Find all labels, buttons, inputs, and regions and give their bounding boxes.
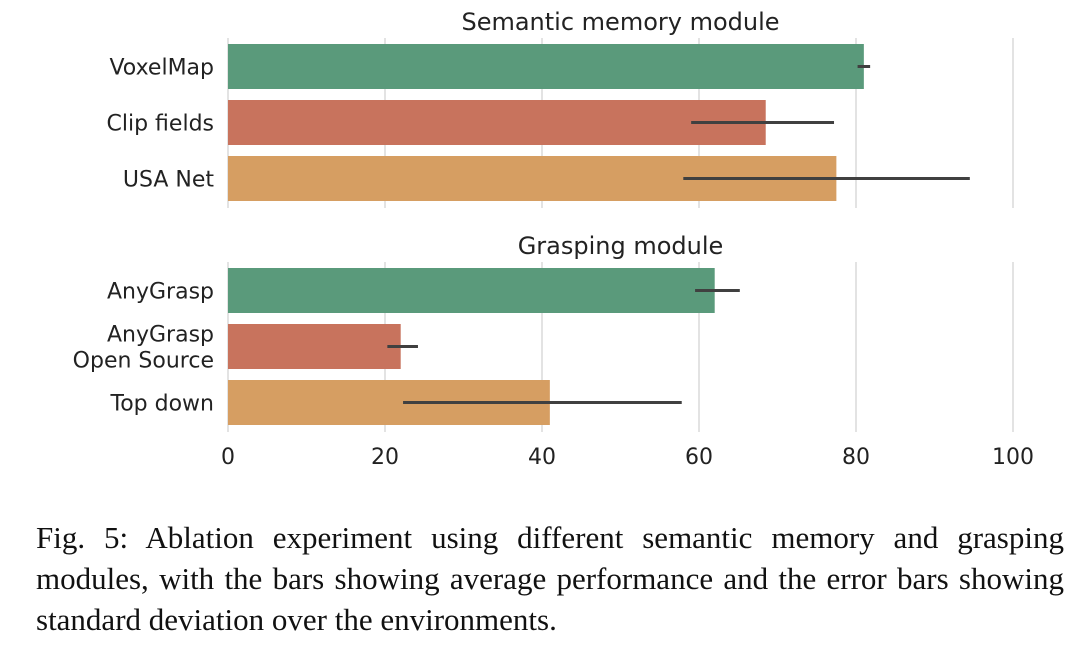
figure-caption: Fig. 5: Ablation experiment using differ… xyxy=(36,520,1064,637)
category-label: AnyGrasp xyxy=(107,280,214,305)
panel-title: Grasping module xyxy=(518,232,724,260)
x-tick-label: 40 xyxy=(528,445,556,470)
x-tick-label: 0 xyxy=(221,445,235,470)
category-label: VoxelMap xyxy=(109,56,214,81)
bar xyxy=(228,100,766,145)
bar xyxy=(228,268,715,313)
bar xyxy=(228,44,864,89)
ablation-bar-chart: Semantic memory module VoxelMap Clip field… xyxy=(73,8,1034,470)
bar xyxy=(228,324,401,369)
category-label: USA Net xyxy=(123,168,215,193)
x-tick-label: 60 xyxy=(685,445,713,470)
x-tick-label: 80 xyxy=(842,445,870,470)
category-label: Top down xyxy=(110,392,214,417)
x-tick-label: 20 xyxy=(371,445,399,470)
category-label: AnyGrasp Open Source xyxy=(73,323,214,374)
panel-title: Semantic memory module xyxy=(461,8,779,36)
x-tick-label: 100 xyxy=(992,445,1034,470)
category-label: Clip fields xyxy=(107,112,214,137)
